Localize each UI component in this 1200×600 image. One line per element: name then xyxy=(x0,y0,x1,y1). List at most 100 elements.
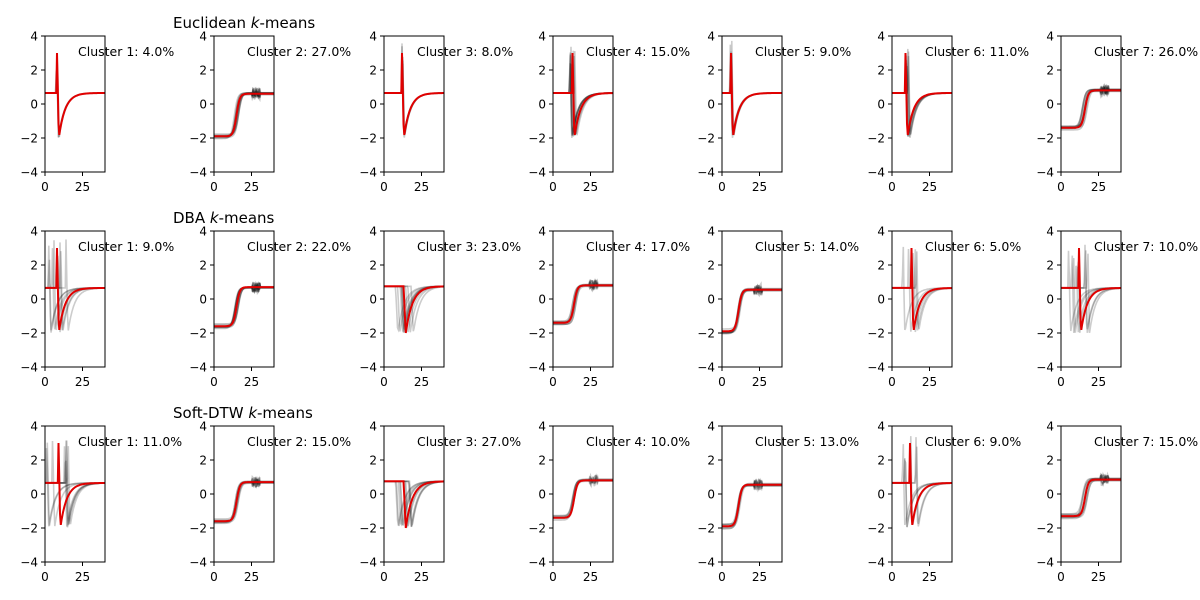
x-tick-label: 0 xyxy=(380,570,388,584)
y-tick-label: 0 xyxy=(1046,98,1054,112)
y-tick-label: −4 xyxy=(528,361,546,375)
y-tick-label: 4 xyxy=(199,30,207,44)
y-tick-label: 4 xyxy=(1046,30,1054,44)
y-tick-label: −2 xyxy=(1036,132,1054,146)
y-tick-label: −4 xyxy=(359,166,377,180)
y-tick-label: −4 xyxy=(1036,361,1054,375)
cluster-panel: −4 −2 0 2 4 0 25 Cluster 6: 11.0% xyxy=(867,30,1029,195)
cluster-label: Cluster 7: 15.0% xyxy=(1094,434,1198,449)
x-tick-label: 0 xyxy=(41,570,49,584)
y-tick-label: 0 xyxy=(369,488,377,502)
cluster-sample-series xyxy=(722,477,782,529)
cluster-barycenter-line xyxy=(214,286,274,328)
x-tick-label: 25 xyxy=(75,570,90,584)
y-tick-label: 0 xyxy=(707,293,715,307)
cluster-sample-series xyxy=(892,53,952,137)
y-tick-label: −2 xyxy=(189,522,207,536)
cluster-sample-series xyxy=(722,479,782,530)
y-tick-label: −4 xyxy=(528,166,546,180)
cluster-barycenter-line xyxy=(892,52,952,136)
cluster-sample-series xyxy=(892,249,952,331)
cluster-sample-series xyxy=(214,88,274,136)
plot-area xyxy=(1061,471,1121,520)
cluster-panel: −4 −2 0 2 4 0 25 Cluster 6: 9.0% xyxy=(867,420,1021,585)
y-tick-label: 2 xyxy=(30,454,38,468)
cluster-sample-series xyxy=(722,477,782,528)
y-tick-label: 2 xyxy=(199,454,207,468)
cluster-sample-series xyxy=(45,70,105,138)
x-tick-label: 0 xyxy=(1057,375,1065,389)
cluster-sample-series xyxy=(892,65,952,137)
y-tick-label: −4 xyxy=(697,166,715,180)
y-tick-label: 0 xyxy=(30,293,38,307)
cluster-panel: −4 −2 0 2 4 0 25 Cluster 3: 23.0% xyxy=(359,225,521,390)
y-tick-label: 4 xyxy=(30,420,38,434)
y-tick-label: 2 xyxy=(707,259,715,273)
cluster-sample-series xyxy=(722,479,782,525)
y-tick-label: 0 xyxy=(199,293,207,307)
y-tick-label: 0 xyxy=(877,293,885,307)
x-tick-label: 25 xyxy=(1091,375,1106,389)
y-tick-label: 2 xyxy=(30,259,38,273)
y-tick-label: −4 xyxy=(359,556,377,570)
x-tick-label: 0 xyxy=(210,570,218,584)
y-tick-label: 2 xyxy=(30,64,38,78)
x-tick-label: 25 xyxy=(1091,570,1106,584)
y-tick-label: −2 xyxy=(528,522,546,536)
cluster-sample-series xyxy=(722,285,782,334)
y-tick-label: 2 xyxy=(877,454,885,468)
cluster-sample-series xyxy=(722,286,782,335)
cluster-panel: −4 −2 0 2 4 0 25 Cluster 2: 15.0% xyxy=(189,420,351,585)
y-tick-label: 2 xyxy=(199,64,207,78)
cluster-sample-series xyxy=(892,55,952,136)
cluster-sample-series xyxy=(384,56,444,135)
x-tick-label: 0 xyxy=(1057,180,1065,194)
cluster-panel: −4 −2 0 2 4 0 25 Cluster 4: 17.0% xyxy=(528,225,690,390)
plot-area xyxy=(384,480,444,529)
cluster-sample-series xyxy=(214,90,274,138)
x-tick-label: 25 xyxy=(414,570,429,584)
y-tick-label: 2 xyxy=(1046,64,1054,78)
x-tick-label: 0 xyxy=(718,180,726,194)
y-tick-label: 2 xyxy=(538,454,546,468)
x-tick-label: 0 xyxy=(210,180,218,194)
cluster-label: Cluster 4: 17.0% xyxy=(586,239,690,254)
cluster-label: Cluster 7: 26.0% xyxy=(1094,44,1198,59)
cluster-sample-series xyxy=(722,479,782,526)
x-tick-label: 0 xyxy=(718,375,726,389)
cluster-panel: −4 −2 0 2 4 0 25 Cluster 5: 13.0% xyxy=(697,420,859,585)
x-tick-label: 0 xyxy=(549,375,557,389)
y-tick-label: −4 xyxy=(697,556,715,570)
cluster-sample-series xyxy=(722,283,782,334)
x-tick-label: 25 xyxy=(922,570,937,584)
plot-area xyxy=(892,48,952,138)
cluster-panel: −4 −2 0 2 4 0 25 Cluster 3: 27.0% xyxy=(359,420,521,585)
cluster-label: Cluster 1: 4.0% xyxy=(78,44,174,59)
plot-area xyxy=(553,277,613,326)
cluster-label: Cluster 6: 5.0% xyxy=(925,239,1021,254)
plot-area xyxy=(553,46,613,139)
y-tick-label: 4 xyxy=(877,225,885,239)
y-tick-label: 4 xyxy=(369,420,377,434)
cluster-barycenter-line xyxy=(722,52,782,136)
x-tick-label: 0 xyxy=(210,375,218,389)
plot-area xyxy=(214,474,274,525)
x-tick-label: 25 xyxy=(583,180,598,194)
y-tick-label: 0 xyxy=(30,488,38,502)
plot-area xyxy=(892,246,952,333)
cluster-sample-series xyxy=(553,475,613,517)
x-tick-label: 0 xyxy=(888,375,896,389)
y-tick-label: −4 xyxy=(20,556,38,570)
y-tick-label: 0 xyxy=(707,488,715,502)
y-tick-label: 4 xyxy=(1046,420,1054,434)
cluster-label: Cluster 2: 22.0% xyxy=(247,239,351,254)
y-tick-label: 2 xyxy=(369,454,377,468)
cluster-panel: −4 −2 0 2 4 0 25 Cluster 1: 9.0% xyxy=(20,225,174,390)
plot-area xyxy=(384,285,444,334)
cluster-barycenter-line xyxy=(45,247,105,331)
y-tick-label: 0 xyxy=(877,488,885,502)
cluster-sample-series xyxy=(722,285,782,334)
cluster-panel: −4 −2 0 2 4 0 25 Cluster 4: 15.0% xyxy=(528,30,690,195)
cluster-sample-series xyxy=(722,479,782,530)
y-tick-label: −4 xyxy=(20,166,38,180)
